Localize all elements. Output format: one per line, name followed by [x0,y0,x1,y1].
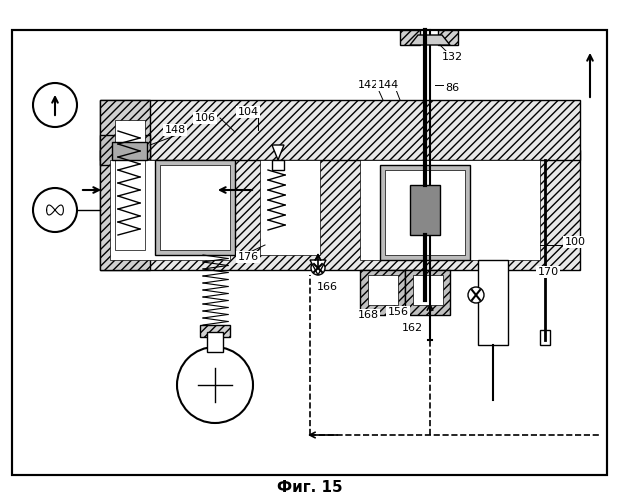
Bar [155,160,235,255]
Bar [200,325,230,337]
Bar [380,165,470,260]
Bar [438,30,458,45]
Bar [400,30,420,45]
Bar [100,135,150,165]
Bar [12,30,607,475]
Bar [100,100,150,270]
Polygon shape [272,145,284,160]
Text: 170: 170 [538,267,559,277]
Polygon shape [410,35,450,45]
Bar [385,170,465,255]
Bar [478,260,508,345]
Text: 142: 142 [357,80,379,90]
Bar [115,120,145,250]
Text: 166: 166 [316,282,337,292]
Circle shape [311,261,325,275]
Text: 106: 106 [195,113,216,123]
Bar [110,160,230,260]
Circle shape [33,188,77,232]
Bar [405,270,450,315]
Text: 86: 86 [445,83,459,93]
Text: Фиг. 15: Фиг. 15 [277,480,343,496]
Text: 168: 168 [358,310,379,320]
Bar [207,332,223,352]
Text: 176: 176 [237,252,259,262]
Bar [100,150,580,270]
Bar [368,275,398,305]
Circle shape [33,83,77,127]
Bar [112,142,147,160]
Text: 132: 132 [441,52,463,62]
Text: 100: 100 [564,237,585,247]
Circle shape [177,347,253,423]
Bar [360,160,540,260]
Text: 104: 104 [237,107,259,117]
Bar [540,330,550,345]
Bar [413,275,443,305]
Polygon shape [310,260,326,275]
Text: 144: 144 [378,80,399,90]
Text: 156: 156 [388,307,409,317]
Bar [100,100,580,160]
Bar [12,30,607,475]
Bar [272,160,284,170]
Bar [260,160,320,255]
Bar [360,270,405,315]
Bar [410,185,440,235]
Text: 162: 162 [401,323,423,333]
Text: 148: 148 [164,125,185,135]
Circle shape [468,287,484,303]
Bar [160,165,230,250]
